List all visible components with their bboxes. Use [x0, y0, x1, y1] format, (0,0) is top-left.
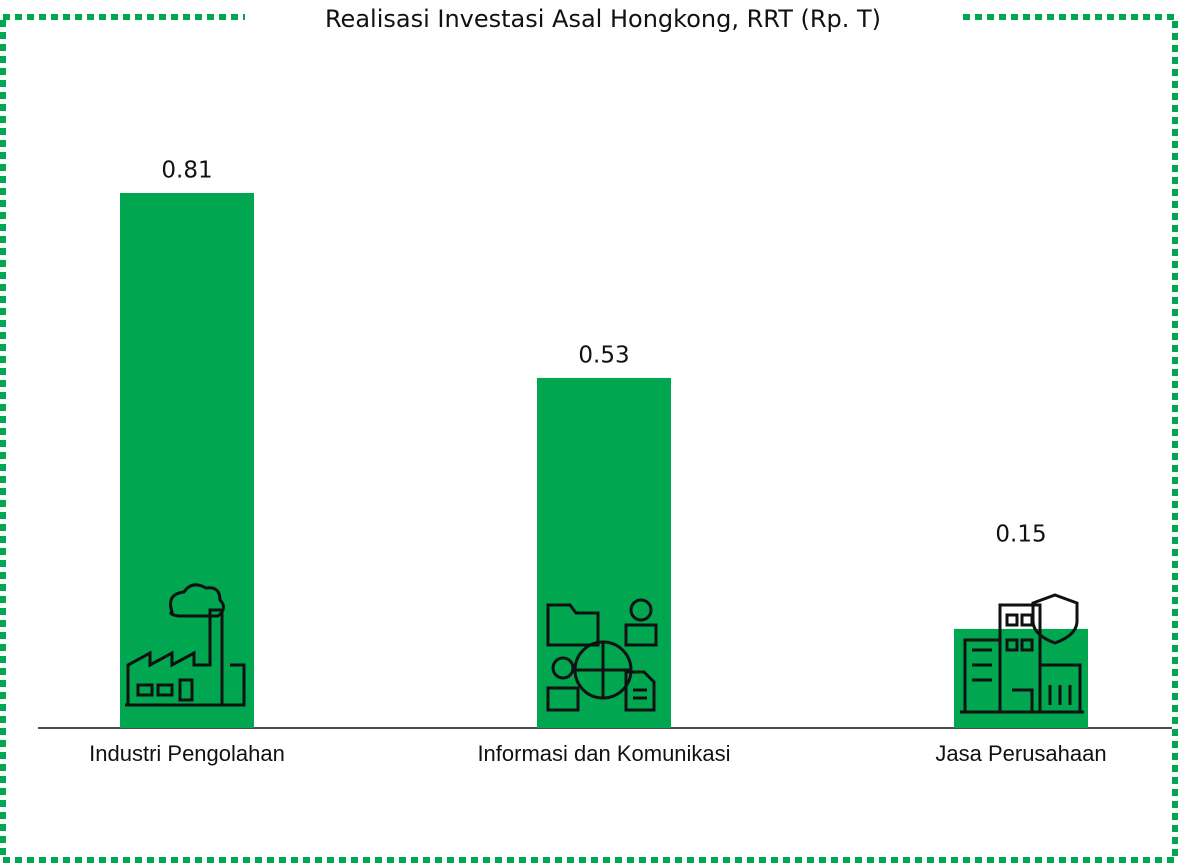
- value-label: 0.15: [995, 522, 1046, 548]
- value-label: 0.81: [161, 158, 212, 184]
- network-icon: [546, 598, 658, 712]
- bar: [120, 193, 254, 728]
- x-tick-label: Jasa Perusahaan: [935, 741, 1106, 766]
- chart-title: Realisasi Investasi Asal Hongkong, RRT (…: [325, 5, 881, 33]
- value-label: 0.53: [578, 342, 629, 368]
- x-tick-label: Industri Pengolahan: [89, 741, 285, 766]
- building-icon: [960, 593, 1084, 714]
- x-tick-label: Informasi dan Komunikasi: [477, 741, 730, 766]
- factory-icon: [125, 583, 246, 707]
- title-backdrop: [245, 2, 960, 36]
